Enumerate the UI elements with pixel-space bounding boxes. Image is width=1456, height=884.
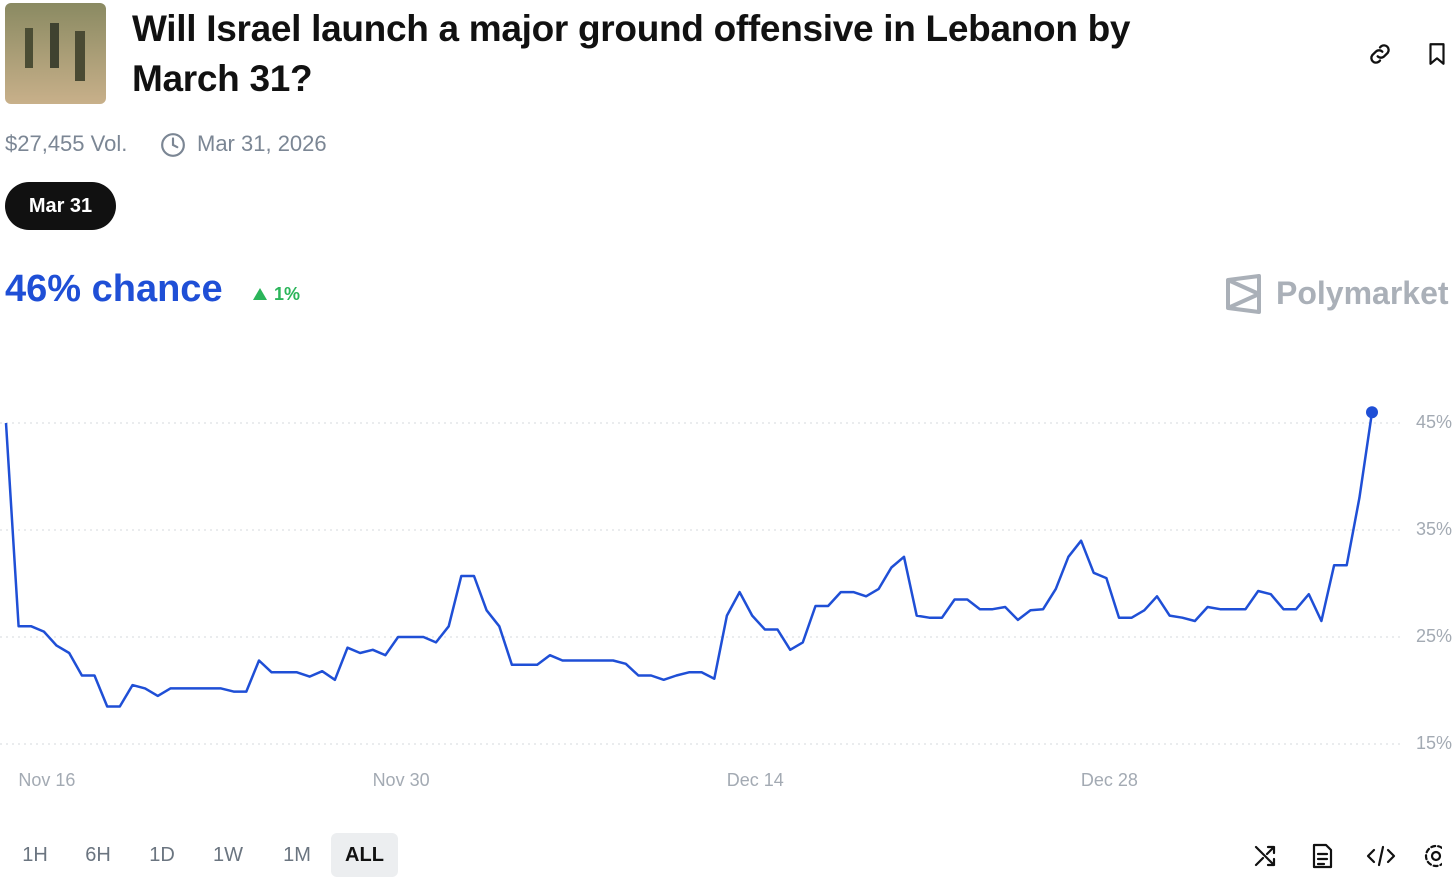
y-tick-label: 35% xyxy=(1416,519,1452,539)
time-range-button[interactable]: 1M xyxy=(283,844,311,866)
x-tick-label: Dec 28 xyxy=(1081,770,1138,790)
volume: $27,455 Vol. xyxy=(5,131,128,156)
y-tick-label: 25% xyxy=(1416,626,1452,646)
shuffle-icon[interactable] xyxy=(1254,845,1276,867)
chance: 46% chance xyxy=(5,268,223,310)
settings-icon[interactable] xyxy=(1430,850,1442,862)
chart-tools xyxy=(1254,843,1442,869)
clock-icon xyxy=(161,133,185,157)
y-tick-label: 15% xyxy=(1416,733,1452,753)
time-range-button[interactable]: ALL xyxy=(331,833,398,877)
change: 1% xyxy=(274,284,301,304)
outcome-tab[interactable]: Mar 31 xyxy=(5,182,116,230)
brand-logo xyxy=(1226,274,1261,314)
time-range-button[interactable]: 1H xyxy=(22,844,48,866)
end-date: Mar 31, 2026 xyxy=(197,131,327,156)
last-point xyxy=(1366,406,1378,419)
doc-icon[interactable] xyxy=(1312,843,1333,869)
up-arrow xyxy=(253,288,267,300)
time-range-button[interactable]: 1W xyxy=(213,844,243,866)
bookmark-icon[interactable] xyxy=(1424,40,1450,68)
x-tick-label: Nov 30 xyxy=(373,770,430,790)
brand: Polymarket xyxy=(1276,275,1449,311)
price-line xyxy=(4,412,1374,708)
time-range-button[interactable]: 6H xyxy=(85,844,111,866)
thumbnail xyxy=(5,3,106,104)
time-range-button[interactable]: 1D xyxy=(149,844,175,866)
link-icon[interactable] xyxy=(1366,40,1394,68)
x-tick-label: Dec 14 xyxy=(727,770,784,790)
x-tick-label: Nov 16 xyxy=(18,770,75,790)
y-tick-label: 45% xyxy=(1416,412,1452,432)
chart: 15% 25% 35% 45% Nov 16 Nov 30 Dec 14 Dec 28 xyxy=(0,406,1452,790)
embed-icon[interactable] xyxy=(1366,845,1396,867)
market-title: Will Israel launch a major ground offens… xyxy=(132,8,1131,99)
